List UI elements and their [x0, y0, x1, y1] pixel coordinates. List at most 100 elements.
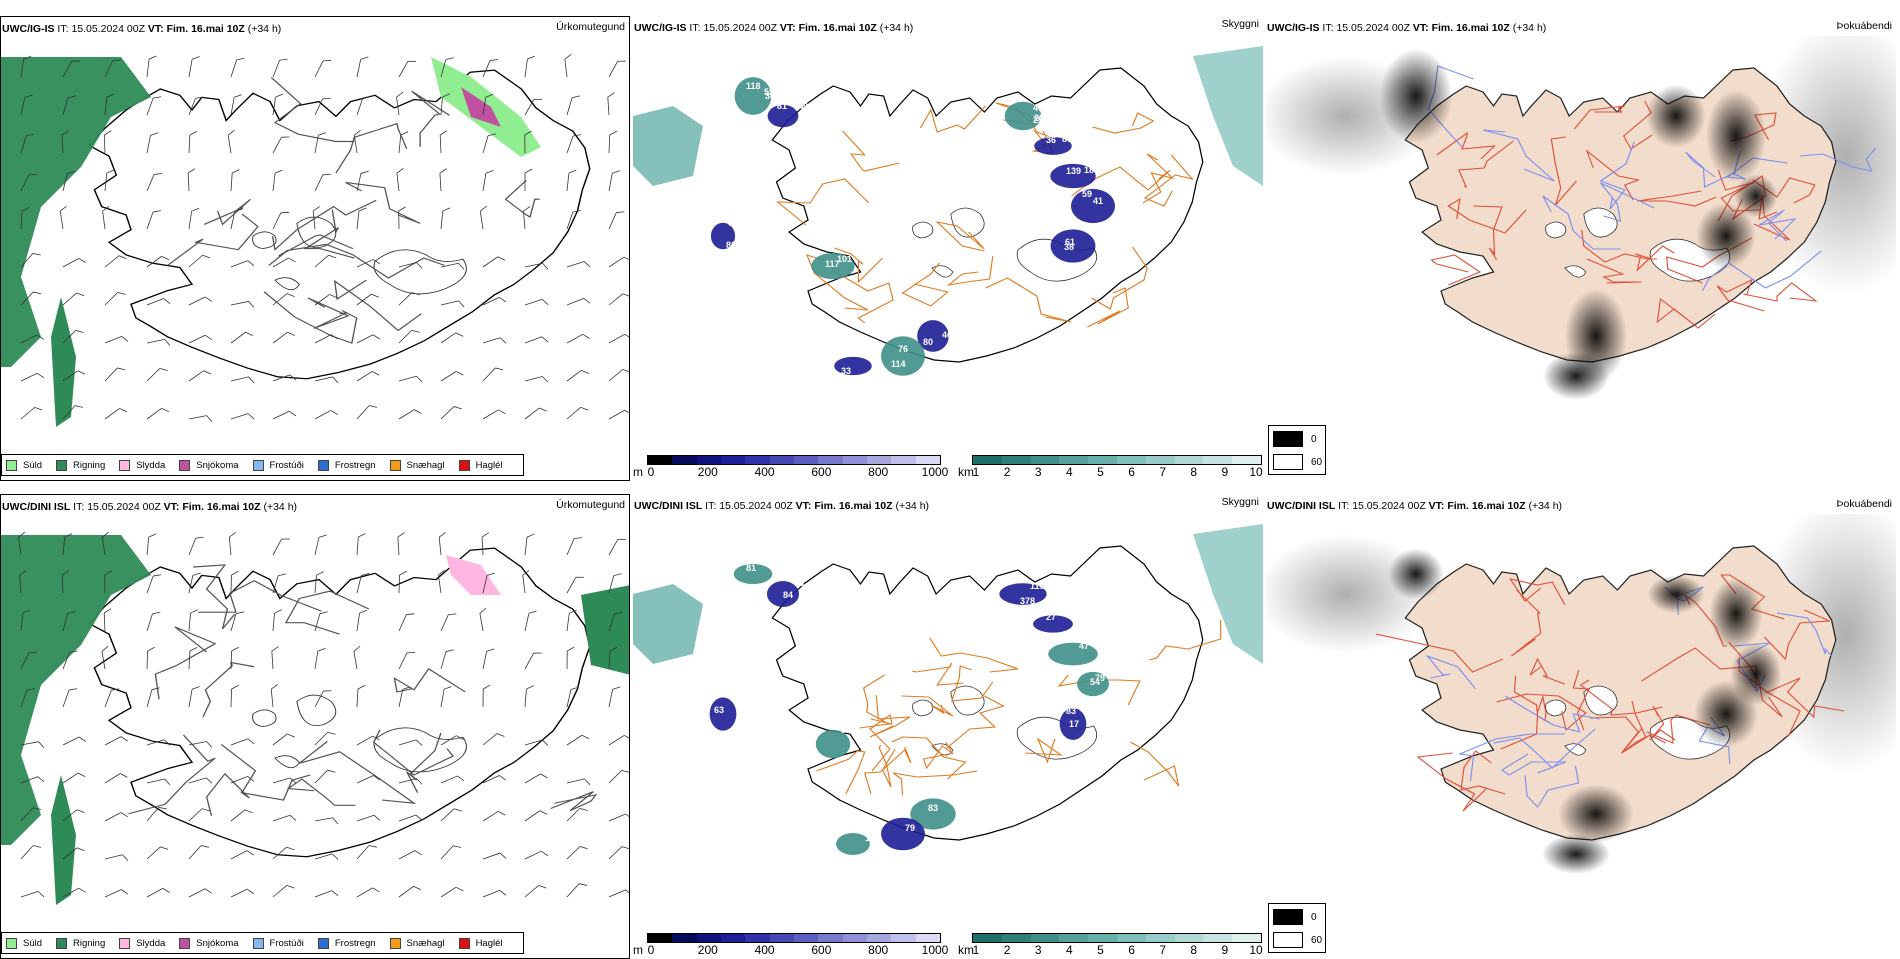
fog-legend-swatch	[1273, 932, 1303, 948]
ceiling-value-label: 83	[928, 803, 938, 813]
panel-title: UWC/DINI ISL IT: 15.05.2024 00Z VT: Fim.…	[634, 500, 929, 512]
colorbar-unit: m	[633, 943, 643, 957]
panel-fog-uwc-igis: UWC/IG-IS IT: 15.05.2024 00Z VT: Fim. 16…	[1266, 16, 1896, 481]
legend-label: Súld	[23, 460, 42, 471]
colorbar-segment	[770, 456, 794, 464]
fog-indicator-map	[1266, 514, 1896, 934]
ceiling-value-label: 33	[841, 366, 851, 376]
panel-name: Þokuábendi	[1837, 20, 1892, 32]
legend-label: Slydda	[136, 938, 165, 949]
legend-swatch	[318, 938, 329, 949]
ceiling-value-label: 17	[1069, 719, 1079, 729]
colorbar-segment	[794, 456, 818, 464]
colorbar-segment	[1031, 456, 1060, 464]
ceiling-value-label: 99	[841, 725, 851, 735]
colorbar-segment	[1232, 934, 1261, 942]
legend-label: Haglél	[476, 938, 503, 949]
panel-title: UWC/DINI ISL IT: 15.05.2024 00Z VT: Fim.…	[1267, 500, 1562, 512]
fog-legend-item: 60	[1269, 930, 1325, 950]
legend-swatch	[390, 938, 401, 949]
legend-label: Rigning	[73, 938, 105, 949]
ceiling-value-label: 66	[728, 218, 738, 228]
legend-item: Snæhagl	[390, 938, 445, 949]
ceiling-value-label: 76	[898, 344, 908, 354]
panel-title: UWC/DINI ISL IT: 15.05.2024 00Z VT: Fim.…	[2, 501, 297, 513]
colorbar-segment	[697, 456, 721, 464]
legend-item: Slydda	[119, 460, 165, 471]
legend-swatch	[119, 938, 130, 949]
colorbar-tick-label: 5	[1097, 465, 1104, 479]
legend-item: Súld	[6, 938, 42, 949]
colorbar-tick-label: 8	[1190, 943, 1197, 957]
legend-label: Slydda	[136, 460, 165, 471]
legend-swatch	[459, 460, 470, 471]
colorbar-segment	[1175, 456, 1204, 464]
legend-label: Súld	[23, 938, 42, 949]
colorbar-segment	[1117, 934, 1146, 942]
ceiling-value-label: 36	[1046, 135, 1056, 145]
panel-title: UWC/IG-IS IT: 15.05.2024 00Z VT: Fim. 16…	[1267, 22, 1546, 34]
colorbar-tick-label: 9	[1222, 943, 1229, 957]
fog-legend-label: 0	[1311, 912, 1317, 923]
colorbar-tick-label: 800	[868, 943, 888, 957]
panel-name: Úrkomutegund	[556, 499, 625, 511]
ceiling-value-label: 81	[777, 101, 787, 111]
colorbar-segment	[891, 456, 915, 464]
legend-swatch	[253, 938, 264, 949]
colorbar-segment	[843, 456, 867, 464]
colorbar-tick-label: 7	[1159, 465, 1166, 479]
colorbar-segment	[1059, 456, 1088, 464]
colorbar-segment	[867, 934, 891, 942]
ceiling-value-label: 139	[1066, 166, 1081, 176]
colorbar-segment	[843, 934, 867, 942]
colorbar-strip	[647, 455, 941, 465]
colorbar-strip	[972, 933, 1262, 943]
colorbar-segment	[891, 934, 915, 942]
colorbar-strip	[647, 933, 941, 943]
ceiling-value-label: 29	[1033, 115, 1043, 125]
colorbar-segment	[867, 456, 891, 464]
colorbar-tick-label: 1000	[922, 465, 949, 479]
ceiling-value-label: 86	[1062, 134, 1072, 144]
colorbar-segment	[1146, 456, 1175, 464]
ceiling-value-label: 83	[1066, 706, 1076, 716]
legend-swatch	[253, 460, 264, 471]
colorbar-strip	[972, 455, 1262, 465]
colorbar-tick-label: 0	[648, 943, 655, 957]
colorbar-tick-label: 9	[1222, 465, 1229, 479]
legend-label: Snjókoma	[196, 938, 238, 949]
fog-legend-swatch	[1273, 454, 1303, 470]
panel-name: Þokuábendi	[1837, 498, 1892, 510]
ceiling-value-label: 378	[1020, 596, 1035, 606]
legend-swatch	[390, 460, 401, 471]
colorbar-segment	[818, 934, 842, 942]
legend-item: Frostregn	[318, 460, 376, 471]
ceiling-value-label: 104	[865, 833, 880, 843]
legend-swatch	[56, 938, 67, 949]
ceiling-value-label: 27	[1046, 612, 1056, 622]
legend-item: Haglél	[459, 460, 503, 471]
legend-label: Frostregn	[335, 938, 376, 949]
colorbar-tick-label: 200	[698, 943, 718, 957]
ceiling-value-label: 41	[1093, 196, 1103, 206]
precip-type-map	[1, 37, 630, 457]
colorbar-unit: m	[633, 465, 643, 479]
colorbar-segment	[1059, 934, 1088, 942]
colorbar-unit: km	[958, 465, 974, 479]
panel-title: UWC/IG-IS IT: 15.05.2024 00Z VT: Fim. 16…	[634, 22, 913, 34]
legend-item: Rigning	[56, 938, 105, 949]
legend-item: Rigning	[56, 460, 105, 471]
ceiling-value-label: 38	[1064, 242, 1074, 252]
colorbar-segment	[697, 934, 721, 942]
ceiling-value-label: 101	[837, 254, 852, 264]
colorbar-segment	[1002, 456, 1031, 464]
legend-label: Rigning	[73, 460, 105, 471]
colorbar-segment	[770, 934, 794, 942]
legend-item: Frostúði	[253, 460, 304, 471]
fog-legend-swatch	[1273, 909, 1303, 925]
ceiling-value-label: 46	[942, 330, 952, 340]
fog-legend-item: 60	[1269, 452, 1325, 472]
